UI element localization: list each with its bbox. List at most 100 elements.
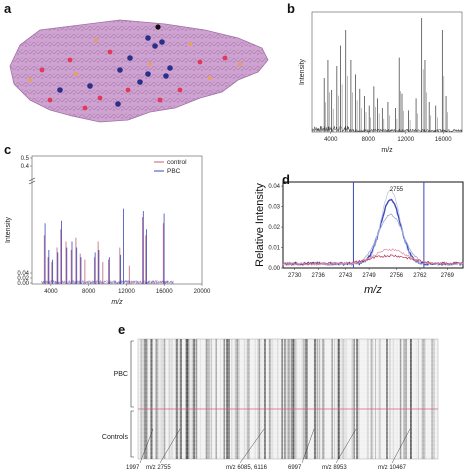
marker-label: 6997	[288, 465, 302, 471]
y-tick-label: 0.03	[268, 205, 280, 211]
panel-label-a: a	[4, 1, 12, 16]
peak-annotation: 2755	[390, 187, 404, 193]
peak-trace	[282, 248, 464, 266]
x-tick-label: 16000	[156, 289, 173, 295]
y-axis-label: Relative Intensity	[254, 183, 266, 267]
blue-spot	[167, 65, 173, 71]
y-axis-label: Intensity	[5, 216, 12, 243]
marker-label: m/z 10467	[378, 465, 407, 471]
marker-label: 1997	[126, 465, 140, 471]
marker-pointer	[159, 428, 181, 464]
x-tick-label: 16000	[435, 137, 452, 143]
y-tick-label: 0.01	[268, 246, 280, 252]
x-tick-label: 4000	[44, 289, 58, 295]
x-tick-label: 8000	[82, 289, 96, 295]
group-bracket	[130, 340, 134, 408]
marker-label: m/z 8953	[322, 465, 347, 471]
plot-frame	[311, 11, 463, 133]
blue-spot	[159, 39, 165, 45]
y-tick-label: 0.04	[17, 271, 29, 277]
legend-label: control	[167, 159, 187, 166]
plot-frame	[282, 181, 464, 269]
spectrum-chart-b: 4000 8000 12000 16000 m/z Intensity	[299, 11, 463, 154]
orange-spot	[208, 76, 212, 80]
orange-spot	[94, 38, 98, 42]
row-group-label: PBC	[114, 371, 128, 378]
row-group-label: Controls	[102, 434, 129, 441]
y-tick-label: 0.5	[21, 156, 30, 162]
blue-spot	[117, 67, 123, 73]
plot-frame	[31, 155, 203, 285]
marker-pointer	[139, 428, 154, 464]
y-axis-label: Intensity	[299, 58, 306, 85]
peak-trace	[282, 198, 464, 267]
blue-spot	[137, 79, 143, 85]
y-tick-label: 0.4	[21, 164, 30, 170]
x-tick-label: 2762	[413, 273, 427, 279]
blue-spot	[57, 87, 63, 93]
noise-trace	[41, 279, 174, 285]
y-tick-label: 0.00	[17, 281, 29, 287]
blue-spot	[127, 55, 133, 61]
y-tick-label: 0.04	[268, 184, 280, 190]
red-spot	[222, 55, 228, 61]
noise-trace	[311, 125, 463, 133]
blue-spot	[152, 43, 158, 49]
marker-label: m/z 6085, 6116	[226, 465, 268, 471]
y-tick-label: 0.00	[268, 266, 280, 272]
red-spot	[82, 105, 88, 111]
red-spot	[197, 59, 203, 65]
orange-spot	[238, 62, 242, 66]
marker-pointer	[239, 428, 265, 464]
peak-chart-d: 2755 2730 2736 2743 2749 2756 2762 2769 0.00 0.01…	[254, 181, 464, 296]
x-tick-label: 8000	[362, 137, 376, 143]
x-axis-label: m/z	[364, 284, 382, 296]
marker-pointer	[335, 428, 357, 464]
red-spot	[177, 87, 183, 93]
blue-spot	[145, 35, 151, 41]
x-tick-label: 2743	[339, 273, 353, 279]
x-tick-label: 2736	[312, 273, 326, 279]
panel-label-c: c	[4, 142, 12, 157]
red-spot	[97, 95, 103, 101]
red-spot	[157, 97, 163, 103]
x-tick-label: 2769	[441, 273, 455, 279]
x-tick-label: 2730	[288, 273, 302, 279]
blue-spot	[163, 73, 169, 79]
x-axis-label: m/z	[111, 299, 123, 306]
x-tick-label: 12000	[397, 137, 414, 143]
marker-label: m/z 2755	[146, 465, 171, 471]
x-tick-label: 2749	[362, 273, 376, 279]
red-spot	[107, 49, 113, 55]
tissue-image	[9, 19, 269, 123]
panel-label-d: d	[282, 172, 290, 187]
y-tick-label: 0.02	[268, 225, 280, 231]
orange-spot	[148, 62, 152, 66]
red-spot	[39, 67, 45, 73]
noise-trace	[41, 279, 174, 285]
blue-spot	[87, 83, 93, 89]
red-spot	[47, 97, 53, 103]
group-bracket	[130, 410, 134, 458]
panel-label-b: b	[287, 1, 295, 16]
spectrum-chart-c: 4000 8000 12000 16000 20000 0.000.020.04 0.4 0.…	[5, 155, 211, 306]
x-tick-label: 2756	[390, 273, 404, 279]
y-tick-label: 0.02	[17, 276, 29, 282]
legend-label: PBC	[167, 168, 181, 175]
peak-trace	[282, 189, 464, 266]
marker-pointer	[301, 428, 315, 464]
x-tick-label: 20000	[194, 289, 211, 295]
x-tick-label: 12000	[118, 289, 135, 295]
red-spot	[67, 57, 73, 63]
orange-spot	[188, 42, 192, 46]
blue-spot	[145, 71, 151, 77]
tissue-section	[9, 19, 269, 123]
panel-label-e: e	[118, 322, 126, 337]
axis-break	[28, 177, 36, 185]
x-axis-label: m/z	[381, 147, 393, 154]
marker-pointer	[391, 428, 411, 464]
x-tick-label: 4000	[324, 137, 338, 143]
orange-spot	[28, 78, 32, 82]
black-spot	[155, 24, 161, 30]
orange-spot	[74, 72, 78, 76]
